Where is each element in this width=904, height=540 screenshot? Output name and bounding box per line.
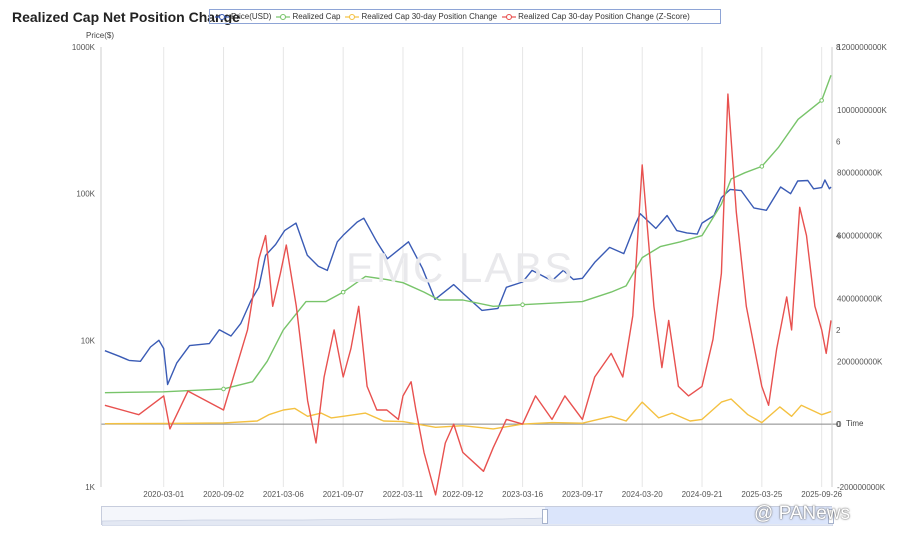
series-line-zscore (104, 93, 832, 496)
gridlines (163, 47, 823, 487)
y-left-tick-label: 100K (76, 190, 95, 199)
legend-item-pos30[interactable]: Realized Cap 30-day Position Change (345, 12, 497, 21)
series-lines (104, 75, 832, 496)
y-right2-tick-label: 2 (836, 326, 841, 335)
slider-start-handle[interactable] (542, 509, 548, 524)
x-tick-label: 2020-03-01 (143, 490, 184, 499)
slider-selected-range[interactable] (545, 507, 832, 524)
chart-title: Realized Cap Net Position Change (12, 9, 240, 25)
legend: Price(USD) Realized Cap Realized Cap 30-da… (209, 9, 721, 24)
y-right1-tick-label: -200000000K (837, 483, 886, 492)
x-tick-label: 2023-03-16 (502, 490, 543, 499)
y-left-tick-label: 10K (81, 336, 96, 345)
legend-label: Realized Cap 30-day Position Change (Z-S… (518, 12, 690, 21)
x-tick-label: 2022-09-12 (442, 490, 483, 499)
x-tick-label: 2023-09-17 (562, 490, 603, 499)
y-left-tick-label: 1000K (72, 43, 96, 52)
legend-marker-icon (502, 13, 517, 20)
y-right1-tick-label: 1200000000K (837, 43, 887, 52)
legend-item-price[interactable]: Price(USD) (215, 12, 271, 21)
watermark: EMC LABS (346, 244, 575, 291)
data-point (340, 289, 346, 295)
x-tick-label: 2025-09-26 (801, 490, 842, 499)
x-axis-label: Time (846, 419, 864, 428)
x-tick-label: 2024-03-20 (622, 490, 663, 499)
slider-end-handle[interactable] (828, 509, 834, 524)
source-badge: @ PANews (754, 503, 851, 524)
legend-marker-icon (276, 13, 291, 20)
y-right1-tick-label: 200000000K (837, 357, 883, 366)
x-tick-label: 2020-09-02 (203, 490, 244, 499)
x-tick-label: 2024-09-21 (682, 490, 723, 499)
data-point (759, 164, 765, 169)
y-left-axis-label: Price($) (86, 31, 114, 40)
y-right1-tick-label: 0 (837, 420, 842, 429)
legend-label: Realized Cap 30-day Position Change (361, 12, 498, 21)
y-right2-tick-label: 8 (836, 43, 841, 52)
y-right1-tick-label: 800000000K (837, 169, 883, 178)
data-point (819, 98, 824, 103)
y-right1-tick-label: 400000000K (837, 294, 883, 303)
series-line-pos30 (104, 398, 832, 430)
y-right1-tick-label: 1000000000K (837, 106, 887, 115)
x-tick-label: 2025-03-25 (741, 490, 782, 499)
y-right2-tick-label: 6 (836, 137, 841, 146)
legend-label: Price(USD) (231, 12, 272, 21)
axes: 2020-03-01 2020-09-02 2021-03-06 2021-09-07… (72, 43, 888, 499)
time-range-slider[interactable] (101, 506, 834, 526)
data-point (520, 302, 525, 308)
series-line-price (104, 179, 832, 386)
y-right1-tick-label: 600000000K (837, 232, 883, 241)
series-line-realized_cap (104, 75, 832, 394)
y-left-tick-label: 1K (85, 483, 95, 492)
legend-item-zscore[interactable]: Realized Cap 30-day Position Change (Z-S… (502, 12, 690, 21)
legend-item-realized_cap[interactable]: Realized Cap (276, 12, 340, 21)
x-tick-label: 2021-03-06 (263, 490, 304, 499)
x-tick-label: 2022-03-11 (383, 490, 424, 499)
legend-marker-icon (215, 13, 229, 20)
legend-marker-icon (345, 13, 360, 20)
x-tick-label: 2021-09-07 (323, 490, 364, 499)
y-right2-tick-label: 0 (836, 420, 841, 429)
data-point (221, 386, 226, 392)
legend-label: Realized Cap (292, 12, 341, 21)
y-right2-tick-label: 4 (836, 232, 841, 241)
